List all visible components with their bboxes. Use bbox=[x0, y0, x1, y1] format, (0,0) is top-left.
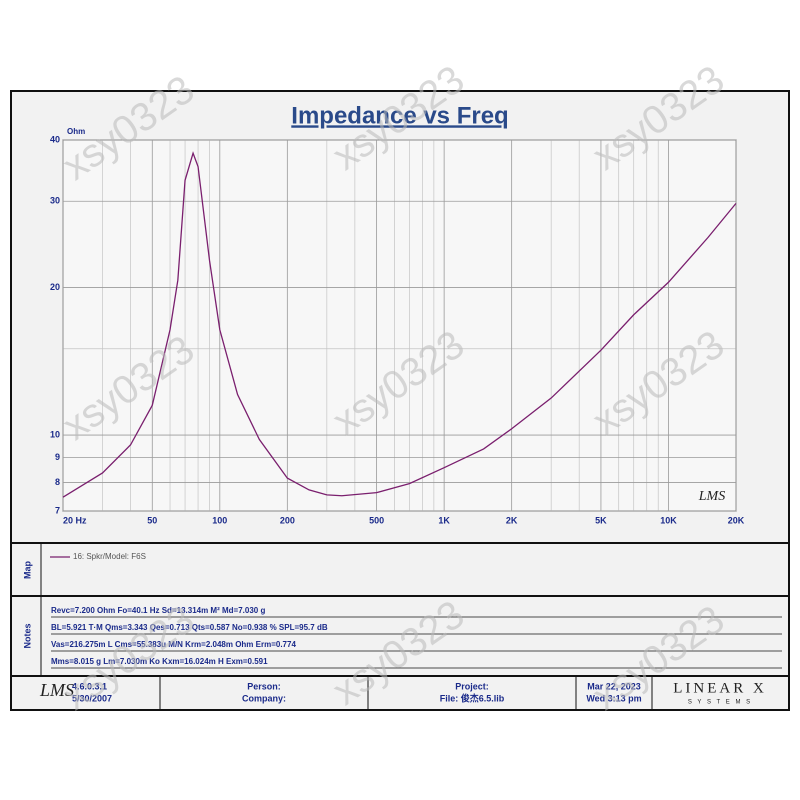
x-tick-label: 100 bbox=[212, 515, 227, 525]
x-tick-label: 50 bbox=[147, 515, 157, 525]
y-tick-label: 40 bbox=[50, 134, 60, 144]
x-tick-label: 20K bbox=[728, 515, 745, 525]
y-tick-label: 8 bbox=[55, 477, 60, 487]
brand: LINEAR X bbox=[673, 680, 767, 696]
note-line: Revc=7.200 Ohm Fo=40.1 Hz Sd=13.314m M² … bbox=[51, 606, 265, 615]
x-tick-label: 200 bbox=[280, 515, 295, 525]
note-line: Vas=216.275m L Cms=55.383u M/N Krm=2.048… bbox=[51, 640, 296, 649]
print-date: Mar 22, 2023 bbox=[587, 681, 641, 691]
version: 4.6.0.3.1 bbox=[72, 681, 107, 691]
version-date: 5/30/2007 bbox=[72, 693, 112, 703]
x-tick-label: 10K bbox=[660, 515, 677, 525]
brand-sub: S Y S T E M S bbox=[688, 700, 752, 706]
y-tick-label: 10 bbox=[50, 429, 60, 439]
impedance-line bbox=[62, 151, 737, 498]
x-tick-label: 2K bbox=[506, 515, 518, 525]
project: Project: bbox=[455, 681, 489, 691]
y-axis-label: Ohm bbox=[67, 127, 85, 136]
y-tick-label: 30 bbox=[50, 196, 60, 206]
x-tick-label: 20 Hz bbox=[63, 515, 87, 525]
x-tick-label: 5K bbox=[595, 515, 607, 525]
note-line: BL=5.921 T·M Qms=3.343 Qes=0.713 Qts=0.5… bbox=[51, 623, 328, 632]
chart-title: Impedance vs Freq bbox=[291, 102, 508, 129]
print-time: Wed 3:13 pm bbox=[586, 693, 641, 703]
plot-logo: LMS bbox=[698, 489, 725, 504]
x-tick-label: 500 bbox=[369, 515, 384, 525]
file: File: 俊杰6.5.lib bbox=[440, 692, 505, 703]
legend-label: 16: Spkr/Model: F6S bbox=[73, 552, 146, 561]
company: Company: bbox=[242, 693, 286, 703]
note-line: Mms=8.015 g Lm=7.030m Ko Kxm=16.024m H E… bbox=[51, 657, 268, 666]
y-tick-label: 20 bbox=[50, 282, 60, 292]
person: Person: bbox=[247, 681, 281, 691]
y-tick-label: 9 bbox=[55, 452, 60, 462]
section-label: Map bbox=[22, 560, 32, 579]
x-tick-label: 1K bbox=[438, 515, 450, 525]
y-tick-label: 7 bbox=[55, 505, 60, 515]
footer-logo: LMS bbox=[39, 680, 74, 700]
section-label: Notes bbox=[22, 623, 32, 648]
plot-area bbox=[62, 139, 737, 512]
